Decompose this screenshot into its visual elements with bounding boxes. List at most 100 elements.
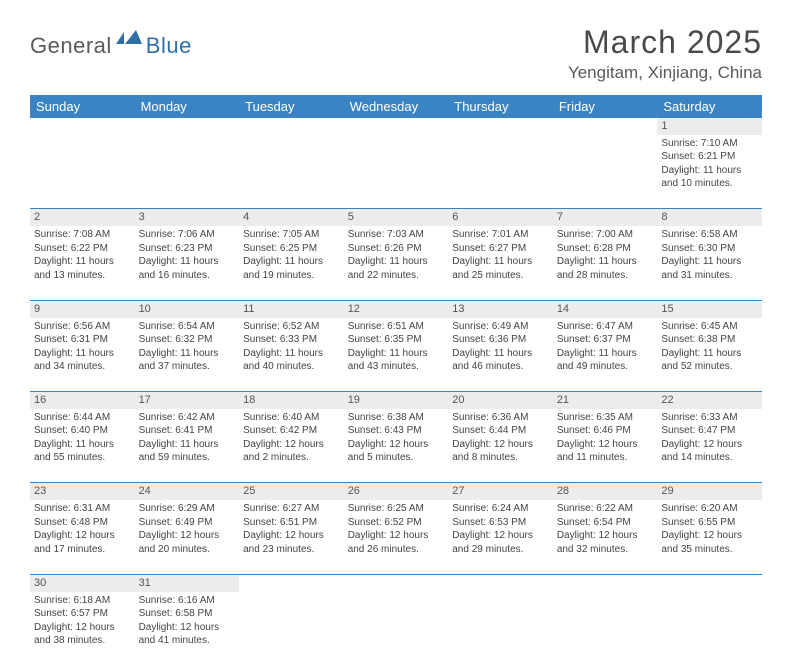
- sunrise-text: Sunrise: 6:58 AM: [661, 228, 758, 242]
- day-detail-row: Sunrise: 6:44 AMSunset: 6:40 PMDaylight:…: [30, 409, 762, 483]
- day-number-cell: 21: [553, 392, 658, 409]
- day-detail-cell: Sunrise: 6:29 AMSunset: 6:49 PMDaylight:…: [135, 500, 240, 574]
- sunset-text: Sunset: 6:58 PM: [139, 607, 236, 621]
- daylight-text: Daylight: 11 hours and 46 minutes.: [452, 347, 549, 374]
- sunset-text: Sunset: 6:27 PM: [452, 242, 549, 256]
- day-number-cell: 23: [30, 483, 135, 500]
- sunset-text: Sunset: 6:55 PM: [661, 516, 758, 530]
- day-number-cell: 20: [448, 392, 553, 409]
- day-detail-cell: Sunrise: 6:54 AMSunset: 6:32 PMDaylight:…: [135, 318, 240, 392]
- daylight-text: Daylight: 11 hours and 10 minutes.: [661, 164, 758, 191]
- sunset-text: Sunset: 6:42 PM: [243, 424, 340, 438]
- day-number-cell: 29: [657, 483, 762, 500]
- day-detail-cell: [553, 135, 658, 209]
- sunset-text: Sunset: 6:25 PM: [243, 242, 340, 256]
- day-detail-cell: Sunrise: 6:24 AMSunset: 6:53 PMDaylight:…: [448, 500, 553, 574]
- day-number-cell: 18: [239, 392, 344, 409]
- sunset-text: Sunset: 6:44 PM: [452, 424, 549, 438]
- day-header: Saturday: [657, 95, 762, 118]
- daylight-text: Daylight: 11 hours and 19 minutes.: [243, 255, 340, 282]
- daylight-text: Daylight: 12 hours and 5 minutes.: [348, 438, 445, 465]
- day-detail-cell: Sunrise: 6:38 AMSunset: 6:43 PMDaylight:…: [344, 409, 449, 483]
- sunrise-text: Sunrise: 6:54 AM: [139, 320, 236, 334]
- sunset-text: Sunset: 6:57 PM: [34, 607, 131, 621]
- day-detail-cell: Sunrise: 6:51 AMSunset: 6:35 PMDaylight:…: [344, 318, 449, 392]
- day-detail-row: Sunrise: 7:08 AMSunset: 6:22 PMDaylight:…: [30, 226, 762, 300]
- logo-text-blue: Blue: [146, 33, 192, 59]
- sunset-text: Sunset: 6:43 PM: [348, 424, 445, 438]
- day-header-row: SundayMondayTuesdayWednesdayThursdayFrid…: [30, 95, 762, 118]
- day-number-cell: 8: [657, 209, 762, 226]
- sunrise-text: Sunrise: 6:47 AM: [557, 320, 654, 334]
- sunset-text: Sunset: 6:23 PM: [139, 242, 236, 256]
- day-detail-cell: [448, 135, 553, 209]
- day-number-cell: [448, 574, 553, 591]
- daylight-text: Daylight: 12 hours and 29 minutes.: [452, 529, 549, 556]
- day-detail-cell: Sunrise: 7:01 AMSunset: 6:27 PMDaylight:…: [448, 226, 553, 300]
- sunset-text: Sunset: 6:21 PM: [661, 150, 758, 164]
- day-number-cell: 6: [448, 209, 553, 226]
- day-number-cell: [30, 118, 135, 135]
- calendar-body: 1Sunrise: 7:10 AMSunset: 6:21 PMDaylight…: [30, 118, 762, 666]
- daylight-text: Daylight: 11 hours and 40 minutes.: [243, 347, 340, 374]
- day-detail-cell: [344, 592, 449, 666]
- daylight-text: Daylight: 11 hours and 13 minutes.: [34, 255, 131, 282]
- sunrise-text: Sunrise: 6:25 AM: [348, 502, 445, 516]
- day-number-cell: 17: [135, 392, 240, 409]
- daylight-text: Daylight: 12 hours and 20 minutes.: [139, 529, 236, 556]
- day-detail-cell: [135, 135, 240, 209]
- sunrise-text: Sunrise: 6:42 AM: [139, 411, 236, 425]
- day-detail-row: Sunrise: 6:56 AMSunset: 6:31 PMDaylight:…: [30, 318, 762, 392]
- day-detail-cell: Sunrise: 6:20 AMSunset: 6:55 PMDaylight:…: [657, 500, 762, 574]
- sunset-text: Sunset: 6:33 PM: [243, 333, 340, 347]
- day-number-cell: 14: [553, 300, 658, 317]
- day-detail-row: Sunrise: 6:31 AMSunset: 6:48 PMDaylight:…: [30, 500, 762, 574]
- day-number-row: 3031: [30, 574, 762, 591]
- daylight-text: Daylight: 11 hours and 34 minutes.: [34, 347, 131, 374]
- day-detail-cell: Sunrise: 6:47 AMSunset: 6:37 PMDaylight:…: [553, 318, 658, 392]
- sunset-text: Sunset: 6:51 PM: [243, 516, 340, 530]
- daylight-text: Daylight: 11 hours and 22 minutes.: [348, 255, 445, 282]
- day-number-cell: 28: [553, 483, 658, 500]
- daylight-text: Daylight: 12 hours and 17 minutes.: [34, 529, 131, 556]
- day-number-cell: 2: [30, 209, 135, 226]
- day-number-row: 16171819202122: [30, 392, 762, 409]
- day-detail-cell: [30, 135, 135, 209]
- day-detail-cell: Sunrise: 6:58 AMSunset: 6:30 PMDaylight:…: [657, 226, 762, 300]
- day-number-cell: 31: [135, 574, 240, 591]
- day-number-cell: [239, 118, 344, 135]
- sunrise-text: Sunrise: 6:16 AM: [139, 594, 236, 608]
- sunrise-text: Sunrise: 6:27 AM: [243, 502, 340, 516]
- sunset-text: Sunset: 6:49 PM: [139, 516, 236, 530]
- day-number-cell: [448, 118, 553, 135]
- sunrise-text: Sunrise: 6:56 AM: [34, 320, 131, 334]
- daylight-text: Daylight: 11 hours and 31 minutes.: [661, 255, 758, 282]
- day-detail-cell: Sunrise: 6:56 AMSunset: 6:31 PMDaylight:…: [30, 318, 135, 392]
- header: General Blue March 2025 Yengitam, Xinjia…: [30, 24, 762, 83]
- day-detail-cell: Sunrise: 6:22 AMSunset: 6:54 PMDaylight:…: [553, 500, 658, 574]
- sunset-text: Sunset: 6:54 PM: [557, 516, 654, 530]
- sunrise-text: Sunrise: 7:08 AM: [34, 228, 131, 242]
- sunrise-text: Sunrise: 6:31 AM: [34, 502, 131, 516]
- title-block: March 2025 Yengitam, Xinjiang, China: [568, 24, 762, 83]
- day-number-cell: 1: [657, 118, 762, 135]
- day-number-cell: 3: [135, 209, 240, 226]
- day-detail-cell: [344, 135, 449, 209]
- day-detail-cell: Sunrise: 7:10 AMSunset: 6:21 PMDaylight:…: [657, 135, 762, 209]
- day-number-cell: [553, 118, 658, 135]
- calendar-table: SundayMondayTuesdayWednesdayThursdayFrid…: [30, 95, 762, 666]
- day-detail-cell: Sunrise: 7:05 AMSunset: 6:25 PMDaylight:…: [239, 226, 344, 300]
- day-detail-cell: Sunrise: 6:52 AMSunset: 6:33 PMDaylight:…: [239, 318, 344, 392]
- sunset-text: Sunset: 6:35 PM: [348, 333, 445, 347]
- daylight-text: Daylight: 11 hours and 43 minutes.: [348, 347, 445, 374]
- daylight-text: Daylight: 12 hours and 26 minutes.: [348, 529, 445, 556]
- sunrise-text: Sunrise: 7:06 AM: [139, 228, 236, 242]
- daylight-text: Daylight: 12 hours and 2 minutes.: [243, 438, 340, 465]
- day-detail-cell: Sunrise: 6:44 AMSunset: 6:40 PMDaylight:…: [30, 409, 135, 483]
- daylight-text: Daylight: 12 hours and 41 minutes.: [139, 621, 236, 648]
- sunset-text: Sunset: 6:52 PM: [348, 516, 445, 530]
- daylight-text: Daylight: 12 hours and 38 minutes.: [34, 621, 131, 648]
- day-number-row: 23242526272829: [30, 483, 762, 500]
- sunset-text: Sunset: 6:46 PM: [557, 424, 654, 438]
- day-number-cell: 19: [344, 392, 449, 409]
